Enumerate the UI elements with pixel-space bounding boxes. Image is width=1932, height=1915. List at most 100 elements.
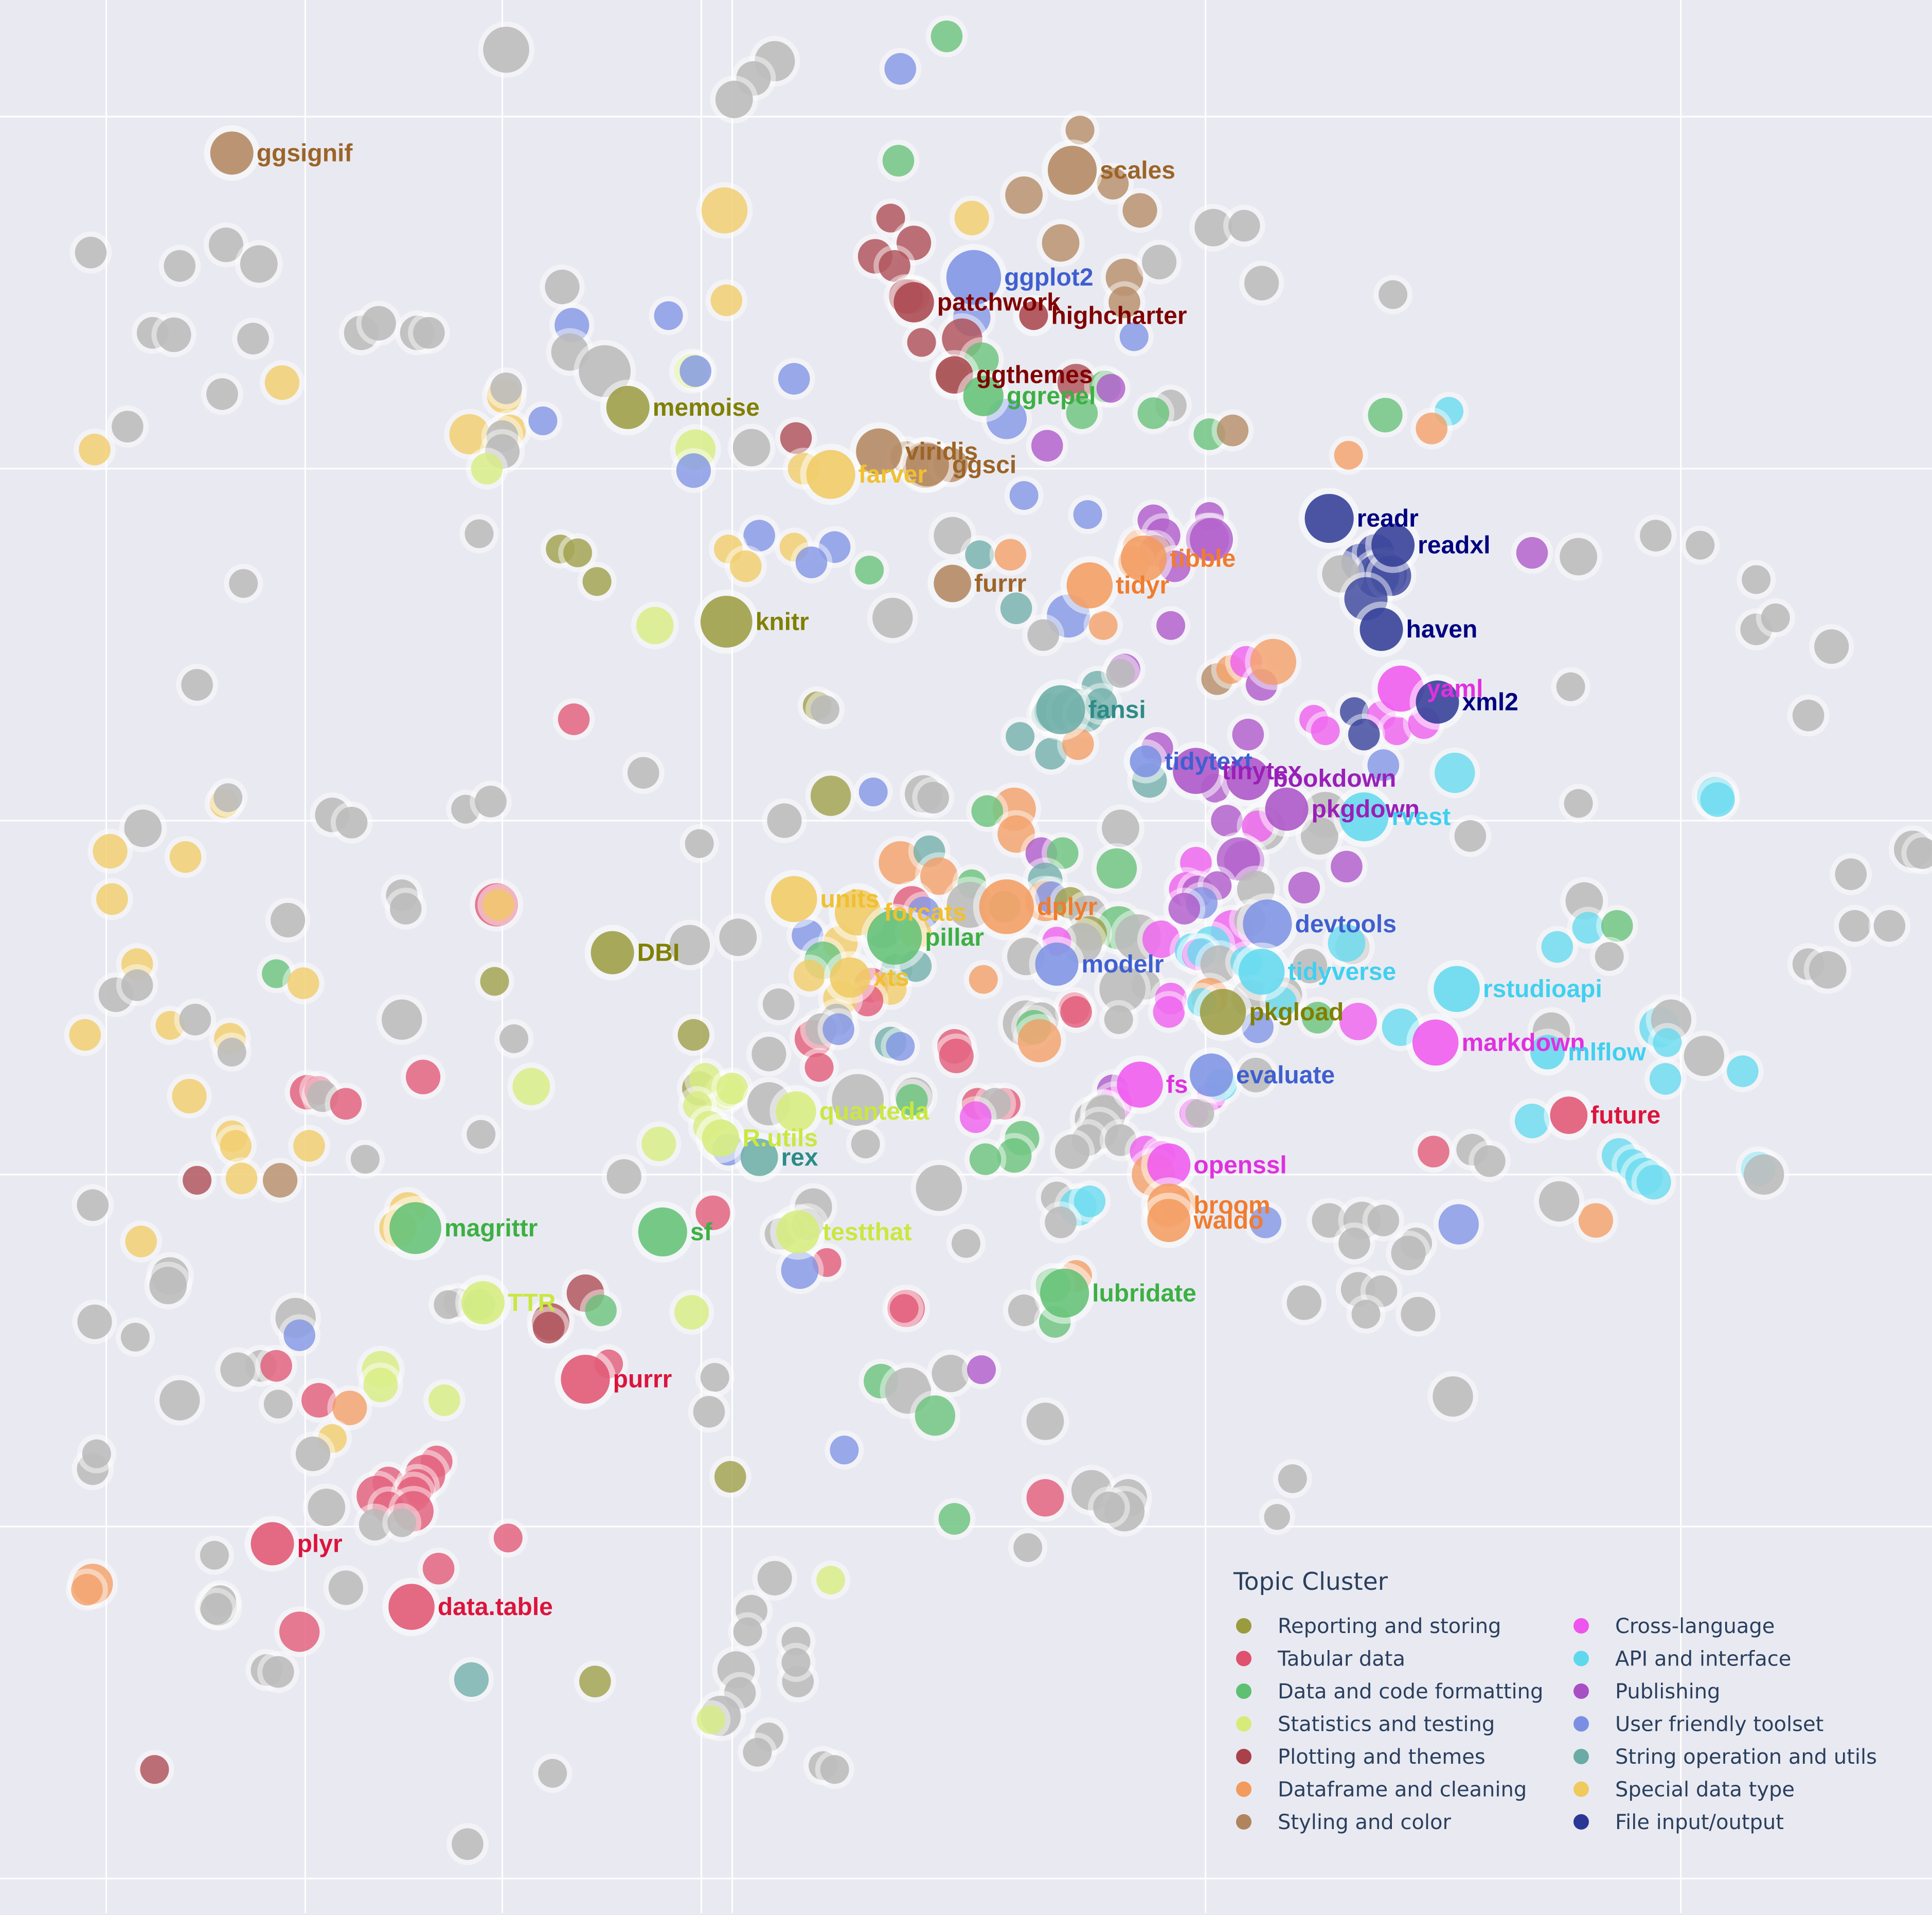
- data-point: [858, 777, 888, 807]
- legend-marker: [1573, 1683, 1589, 1699]
- point-label: rex: [781, 1144, 818, 1171]
- data-point: [1744, 1154, 1784, 1195]
- labeled-point-highcharter: [1019, 301, 1048, 330]
- data-point: [810, 775, 851, 816]
- point-label: ggplot2: [1004, 264, 1093, 291]
- data-point: [1065, 115, 1095, 145]
- data-point: [271, 902, 306, 937]
- labeled-point-evaluate: [1190, 1053, 1233, 1097]
- data-point: [1300, 817, 1338, 855]
- data-point: [229, 569, 258, 598]
- point-label: evaluate: [1236, 1062, 1335, 1089]
- legend-title: Topic Cluster: [1233, 1568, 1388, 1596]
- data-point: [1057, 364, 1095, 401]
- data-point: [264, 365, 299, 400]
- data-point: [483, 26, 529, 73]
- data-point: [1228, 209, 1260, 242]
- labeled-point-xts: [830, 957, 870, 998]
- labeled-point-magrittr: [389, 1202, 441, 1254]
- data-point: [1026, 1479, 1064, 1517]
- point-label: fansi: [1088, 696, 1146, 723]
- data-point: [689, 1063, 721, 1095]
- data-point: [82, 1439, 111, 1468]
- data-point: [213, 783, 243, 812]
- data-point: [743, 1737, 772, 1767]
- data-point: [1339, 1003, 1377, 1040]
- data-point: [967, 1355, 996, 1385]
- data-point: [308, 1488, 346, 1527]
- data-point: [669, 925, 710, 965]
- data-point: [1190, 518, 1233, 561]
- labeled-point-furrr: [934, 564, 972, 602]
- data-point: [449, 414, 490, 455]
- data-point: [120, 1322, 150, 1352]
- legend-marker: [1573, 1814, 1589, 1830]
- data-point: [931, 20, 963, 52]
- data-point: [1286, 1285, 1321, 1320]
- legend-label: Reporting and storing: [1278, 1615, 1501, 1638]
- data-point: [1700, 782, 1735, 817]
- point-label: fs: [1166, 1071, 1188, 1098]
- data-point: [1368, 398, 1403, 433]
- data-point: [714, 1461, 746, 1493]
- legend-label: Data and code formatting: [1278, 1680, 1543, 1704]
- point-label: readxl: [1418, 532, 1490, 559]
- data-point: [287, 967, 319, 999]
- labeled-point-tidytext: [1130, 745, 1162, 777]
- data-point: [464, 519, 494, 548]
- data-point: [240, 245, 278, 283]
- data-point: [1006, 722, 1035, 751]
- data-point: [262, 959, 291, 988]
- data-point: [1565, 882, 1603, 920]
- labeled-point-tinytex: [1173, 748, 1219, 794]
- legend-label: Tabular data: [1277, 1647, 1405, 1671]
- point-label: yaml: [1427, 675, 1483, 702]
- data-point: [585, 1295, 617, 1326]
- legend-marker: [1236, 1618, 1251, 1634]
- data-point: [428, 1384, 460, 1416]
- data-point: [1322, 555, 1360, 593]
- data-point: [93, 834, 128, 869]
- data-point: [471, 453, 503, 485]
- data-point: [1027, 619, 1060, 651]
- data-point: [627, 757, 659, 789]
- data-point: [434, 1290, 463, 1319]
- point-label: haven: [1406, 616, 1478, 643]
- data-point: [220, 1130, 252, 1162]
- point-label: highcharter: [1051, 302, 1187, 329]
- data-point: [997, 815, 1035, 853]
- data-point: [183, 1166, 212, 1195]
- labeled-point-purrr: [561, 1355, 610, 1404]
- data-point: [1066, 397, 1098, 429]
- point-label: xts: [873, 964, 909, 991]
- data-point: [208, 227, 244, 262]
- data-point: [1217, 837, 1260, 881]
- data-point: [1017, 1019, 1061, 1062]
- data-point: [172, 1078, 207, 1114]
- data-point: [1792, 699, 1824, 732]
- data-point: [1047, 837, 1079, 870]
- labeled-point-ggsignif: [210, 131, 254, 175]
- data-point: [1556, 672, 1585, 701]
- data-point: [1108, 286, 1140, 318]
- data-point: [1097, 168, 1129, 200]
- data-point: [676, 453, 711, 488]
- data-point: [879, 841, 922, 884]
- legend-label: Styling and color: [1278, 1811, 1451, 1834]
- data-point: [1249, 1207, 1281, 1238]
- data-point: [1636, 1165, 1671, 1200]
- data-point: [77, 1189, 109, 1221]
- point-label: pillar: [925, 924, 984, 951]
- labeled-point-fansi: [1036, 685, 1085, 734]
- data-point: [335, 806, 368, 839]
- data-point: [1244, 265, 1279, 300]
- data-point: [1000, 592, 1032, 625]
- labeled-point-quanteda: [776, 1091, 816, 1132]
- data-point: [382, 999, 422, 1040]
- point-label: tinytex: [1222, 757, 1302, 785]
- labeled-point-sf: [638, 1207, 687, 1256]
- legend-label: Plotting and themes: [1278, 1745, 1486, 1769]
- point-label: broom: [1193, 1192, 1270, 1219]
- data-point: [677, 1019, 710, 1051]
